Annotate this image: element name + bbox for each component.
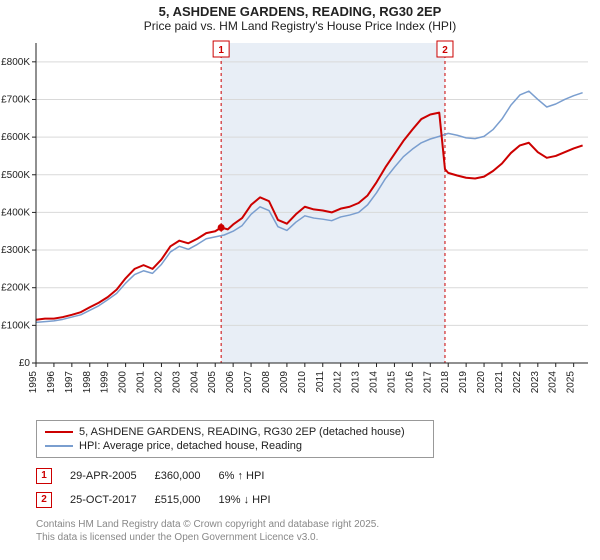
svg-text:2019: 2019 [458, 371, 469, 394]
svg-text:2001: 2001 [136, 371, 147, 394]
legend-swatch-1 [45, 431, 73, 433]
svg-text:2002: 2002 [153, 371, 164, 394]
marker-badge-2: 2 [36, 492, 52, 508]
svg-text:2006: 2006 [225, 371, 236, 394]
svg-text:£300K: £300K [1, 245, 30, 256]
svg-text:2011: 2011 [315, 371, 326, 393]
svg-text:£800K: £800K [1, 57, 30, 68]
svg-text:1997: 1997 [64, 371, 75, 394]
marker-date-1: 29-APR-2005 [70, 464, 155, 488]
markers-table: 1 29-APR-2005 £360,000 6% ↑ HPI 2 25-OCT… [36, 464, 289, 512]
svg-text:2004: 2004 [189, 371, 200, 394]
svg-text:£100K: £100K [1, 320, 30, 331]
svg-text:1995: 1995 [28, 371, 39, 394]
chart-area: £0 £100K £200K £300K £400K £500K £600K £700K £80… [0, 33, 600, 416]
marker-date-2: 25-OCT-2017 [70, 488, 155, 512]
marker-delta-2: 19% ↓ HPI [219, 488, 289, 512]
svg-text:2015: 2015 [386, 371, 397, 394]
legend-row-hpi: HPI: Average price, detached house, Read… [45, 439, 425, 453]
svg-text:1: 1 [218, 45, 224, 56]
svg-text:2: 2 [442, 45, 448, 56]
svg-text:2013: 2013 [351, 371, 362, 394]
svg-text:2000: 2000 [118, 371, 129, 394]
legend: 5, ASHDENE GARDENS, READING, RG30 2EP (d… [36, 420, 434, 458]
legend-row-price-paid: 5, ASHDENE GARDENS, READING, RG30 2EP (d… [45, 425, 425, 439]
svg-text:1999: 1999 [100, 371, 111, 394]
svg-text:£500K: £500K [1, 170, 30, 181]
svg-text:2025: 2025 [566, 371, 577, 394]
line-chart: £0 £100K £200K £300K £400K £500K £600K £700K £80… [0, 33, 600, 413]
marker-price-1: £360,000 [155, 464, 219, 488]
svg-text:1996: 1996 [46, 371, 57, 394]
title-line2: Price paid vs. HM Land Registry's House … [0, 19, 600, 33]
svg-text:£200K: £200K [1, 283, 30, 294]
svg-text:2008: 2008 [261, 371, 272, 394]
svg-text:£600K: £600K [1, 132, 30, 143]
legend-swatch-2 [45, 445, 73, 447]
svg-text:2017: 2017 [422, 371, 433, 394]
legend-label-2: HPI: Average price, detached house, Read… [79, 440, 302, 452]
marker-delta-1: 6% ↑ HPI [219, 464, 289, 488]
svg-text:2024: 2024 [548, 371, 559, 394]
svg-text:2003: 2003 [171, 371, 182, 394]
svg-text:1998: 1998 [82, 371, 93, 394]
svg-text:2014: 2014 [369, 371, 380, 394]
svg-text:£700K: £700K [1, 94, 30, 105]
title-line1: 5, ASHDENE GARDENS, READING, RG30 2EP [0, 4, 600, 19]
license-text: Contains HM Land Registry data © Crown c… [36, 518, 556, 544]
legend-label-1: 5, ASHDENE GARDENS, READING, RG30 2EP (d… [79, 426, 405, 438]
svg-text:2012: 2012 [333, 371, 344, 394]
svg-text:2022: 2022 [512, 371, 523, 394]
svg-text:£400K: £400K [1, 207, 30, 218]
marker-row-2: 2 25-OCT-2017 £515,000 19% ↓ HPI [36, 488, 289, 512]
marker-badge-1: 1 [36, 468, 52, 484]
chart-titles: 5, ASHDENE GARDENS, READING, RG30 2EP Pr… [0, 0, 600, 33]
svg-text:2009: 2009 [279, 371, 290, 394]
svg-text:2016: 2016 [404, 371, 415, 394]
license-line-2: This data is licensed under the Open Gov… [36, 532, 318, 543]
svg-text:£0: £0 [19, 358, 31, 369]
marker-price-2: £515,000 [155, 488, 219, 512]
svg-text:2018: 2018 [440, 371, 451, 394]
svg-text:2020: 2020 [476, 371, 487, 394]
svg-text:2005: 2005 [207, 371, 218, 394]
license-line-1: Contains HM Land Registry data © Crown c… [36, 519, 379, 530]
svg-text:2021: 2021 [494, 371, 505, 394]
svg-text:2023: 2023 [530, 371, 541, 394]
marker-row-1: 1 29-APR-2005 £360,000 6% ↑ HPI [36, 464, 289, 488]
svg-text:2010: 2010 [297, 371, 308, 394]
svg-text:2007: 2007 [243, 371, 254, 394]
